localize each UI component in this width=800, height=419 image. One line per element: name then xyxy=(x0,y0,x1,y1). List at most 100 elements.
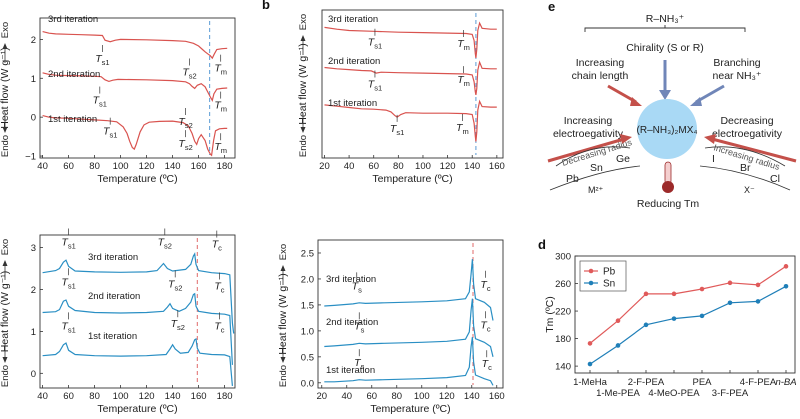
series-line xyxy=(324,99,497,142)
x-axis-label: Temperature (ºC) xyxy=(370,403,450,415)
x-tick: 120 xyxy=(139,155,155,172)
transition-annotation: Tc xyxy=(482,358,492,372)
transition-annotation: Ts2 xyxy=(168,278,182,292)
endo-label: Endo xyxy=(0,135,11,157)
x-tick: 2-F-PEA xyxy=(628,370,665,388)
y-tick: 140 xyxy=(555,362,578,373)
iteration-label: 3rd iteration xyxy=(88,252,138,263)
x-tick: 140 xyxy=(165,385,181,402)
transition-annotation: Tc xyxy=(214,280,224,294)
y-tick: 1.5 xyxy=(301,300,321,311)
diagram-branch-line2: near NH₃⁺ xyxy=(713,70,762,82)
x-tick: 100 xyxy=(414,385,430,402)
y-tick-label: 2 xyxy=(31,285,36,296)
x-tick-label: 4-MeO-PEA xyxy=(648,388,700,399)
data-point-sn xyxy=(727,300,733,306)
transition-annotation: Tc xyxy=(214,320,224,334)
data-point-sn xyxy=(671,316,677,321)
x-tick: 20 xyxy=(316,385,327,402)
x-axis-label: Temperature (ºC) xyxy=(97,403,177,415)
transition-annotation: Tm xyxy=(214,63,227,77)
arrow-chain xyxy=(607,84,637,104)
transition-annotation: Tm xyxy=(457,74,470,88)
y-axis-label: Tm (ºC) xyxy=(544,296,556,333)
data-point-sn xyxy=(755,299,761,304)
y-tick-label: 0.0 xyxy=(301,378,314,389)
x-tick-label: 60 xyxy=(366,391,377,402)
arrow-right xyxy=(711,137,797,163)
exo-arrow-head xyxy=(2,43,8,49)
x-tick-label: 120 xyxy=(139,391,155,402)
data-point-pb xyxy=(783,264,789,269)
transition-annotation: Ts xyxy=(354,357,364,371)
halide-arc xyxy=(699,165,791,191)
endo-label: Endo xyxy=(298,135,309,157)
diagram-chain-line1: Increasing xyxy=(576,57,625,69)
exo-arrow-head xyxy=(2,260,8,266)
data-point-pb xyxy=(699,286,705,292)
iteration-label: 3rd iteration xyxy=(328,14,378,25)
x-tick: 60 xyxy=(63,385,74,402)
x-tick: 160 xyxy=(191,155,207,172)
panel-label-d: d xyxy=(538,237,546,252)
x-tick-label: 20 xyxy=(319,161,330,172)
dsc-panel-e1: 40 60 80 100 120 140 160 180 0 1 2 3 Temperature (ºC… xyxy=(0,228,236,415)
y-tick-label: 140 xyxy=(555,362,571,373)
halide-cl: Cl xyxy=(770,173,780,185)
x-tick: 80 xyxy=(391,385,402,402)
series-line xyxy=(42,31,228,60)
x-tick: 60 xyxy=(366,385,377,402)
x-tick-label: 80 xyxy=(89,391,100,402)
endo-arrow-head xyxy=(280,357,286,363)
y-tick-label: 1 xyxy=(31,74,36,85)
x-tick-label: 1-Me-PEA xyxy=(596,388,640,399)
x-tick: n-BA xyxy=(775,370,797,388)
x-tick: 4-MeO-PEA xyxy=(648,370,700,399)
arrow-branch xyxy=(695,84,725,104)
endo-arrow-head xyxy=(2,357,8,363)
x-tick-label: 160 xyxy=(489,161,505,172)
left-radius-arc xyxy=(555,146,631,167)
diagram-left-line2: electroegativity xyxy=(553,128,624,140)
y-tick: 1 xyxy=(31,74,43,85)
series-line xyxy=(324,259,494,321)
series-line-pb xyxy=(589,265,787,344)
transition-annotation: Ts2 xyxy=(171,318,185,332)
x-tick: 160 xyxy=(191,385,207,402)
transition-annotation: Tm xyxy=(457,38,470,52)
x-tick-label: 160 xyxy=(191,161,207,172)
data-point-sn xyxy=(615,343,621,348)
y-tick-label: 2 xyxy=(31,35,36,46)
y-axis-label: Heat flow (W g⁻¹) xyxy=(297,43,309,124)
x-tick-label: 120 xyxy=(440,161,456,172)
diagram-top-group: R–NH₃⁺ xyxy=(646,13,685,25)
transition-annotation: Ts2 xyxy=(178,116,192,130)
x-tick-label: 1-MeHa xyxy=(573,377,608,388)
x-tick-label: 160 xyxy=(191,391,207,402)
data-point-pb xyxy=(727,280,733,286)
metal-ion-label: M²⁺ xyxy=(588,185,603,195)
series-line xyxy=(42,115,228,157)
legend-label: Pb xyxy=(603,267,616,278)
x-tick-label: 100 xyxy=(414,391,430,402)
diagram-right-line1: Decreasing xyxy=(720,115,773,127)
x-axis-label: Temperature (ºC) xyxy=(372,173,452,185)
x-tick-label: 140 xyxy=(464,161,480,172)
iteration-label: 1st iteration xyxy=(326,365,375,376)
transition-annotation: Ts1 xyxy=(61,236,75,250)
iteration-label: 3rd iteration xyxy=(48,14,98,25)
transition-annotation: Tc xyxy=(480,319,490,333)
thermometer-bulb-icon xyxy=(662,181,674,193)
iteration-label: 2nd iteration xyxy=(328,56,380,67)
diagram-branch-line1: Branching xyxy=(713,57,760,69)
transition-annotation: Ts1 xyxy=(95,53,109,67)
panel-label-e: e xyxy=(548,0,555,14)
y-tick-label: 260 xyxy=(555,279,571,290)
x-tick-label: 120 xyxy=(139,161,155,172)
plot-frame xyxy=(317,239,504,389)
y-tick: 0 xyxy=(31,113,43,124)
x-tick-label: 180 xyxy=(217,161,233,172)
exo-label: Exo xyxy=(298,14,309,30)
y-tick-label: 220 xyxy=(555,307,571,318)
data-point-pb xyxy=(643,291,649,297)
